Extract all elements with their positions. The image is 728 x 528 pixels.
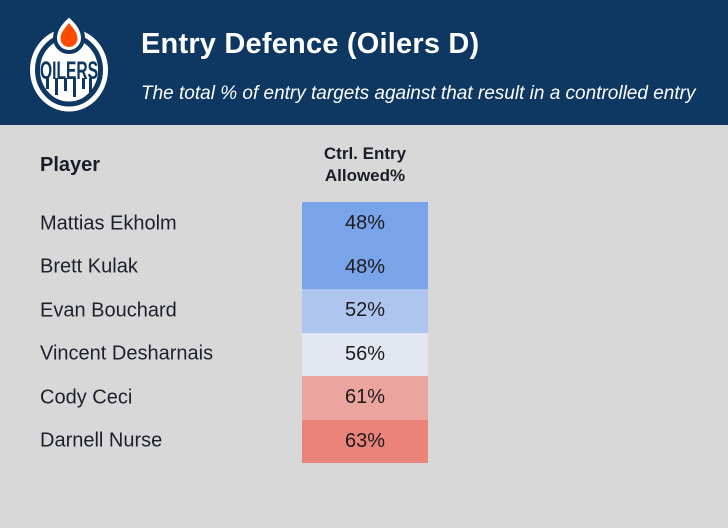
- table-row: Vincent Desharnais 56%: [0, 332, 728, 376]
- table-row: Evan Bouchard 52%: [0, 289, 728, 333]
- column-header-player: Player: [40, 154, 101, 176]
- page-title: Entry Defence (Oilers D): [141, 28, 480, 60]
- table-row: Darnell Nurse 63%: [0, 419, 728, 463]
- table-row: Cody Ceci 61%: [0, 376, 728, 420]
- entry-defence-table: Player Ctrl. Entry Allowed% Mattias Ekho…: [0, 125, 728, 528]
- ctrl-entry-value-cell: 48%: [302, 202, 428, 246]
- oilers-wordmark: OILERS: [40, 57, 98, 85]
- ctrl-entry-value-cell: 61%: [302, 376, 428, 420]
- player-name: Vincent Desharnais: [40, 342, 214, 365]
- column-header-line1: Ctrl. Entry: [323, 144, 407, 163]
- player-name: Mattias Ekholm: [40, 212, 177, 235]
- column-header-line2: Allowed%: [324, 166, 406, 186]
- column-header-ctrl-entry-allowed: Ctrl. Entry Allowed%: [302, 143, 428, 188]
- oilers-logo: OILERS: [30, 12, 108, 112]
- player-name: Evan Bouchard: [40, 299, 177, 322]
- ctrl-entry-value-cell: 56%: [302, 332, 428, 376]
- table-body: Mattias Ekholm 48% Brett Kulak 48% Evan …: [0, 202, 728, 463]
- player-name: Brett Kulak: [40, 255, 138, 278]
- page-subtitle: The total % of entry targets against tha…: [141, 83, 696, 104]
- letter-drips: [46, 78, 92, 97]
- oil-drop-icon: [60, 23, 78, 47]
- player-name: Darnell Nurse: [40, 429, 163, 452]
- table-row: Mattias Ekholm 48%: [0, 202, 728, 246]
- player-name: Cody Ceci: [40, 386, 133, 409]
- ctrl-entry-value-cell: 48%: [302, 245, 428, 289]
- ctrl-entry-value-cell: 52%: [302, 289, 428, 333]
- table-row: Brett Kulak 48%: [0, 245, 728, 289]
- card-header: OILERS Entry Defence (Oilers D) The tota…: [0, 0, 728, 125]
- ctrl-entry-value-cell: 63%: [302, 419, 428, 463]
